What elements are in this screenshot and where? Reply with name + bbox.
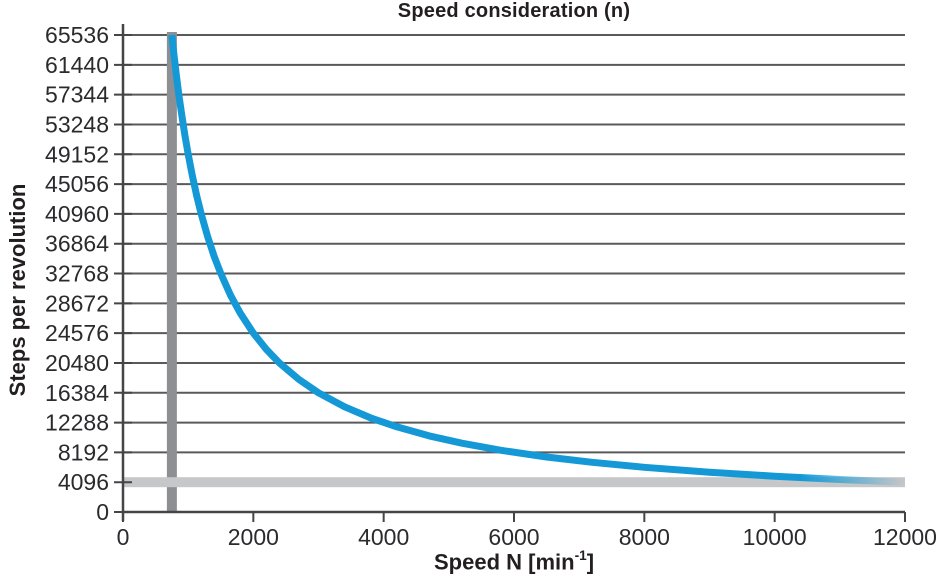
- y-tick-label-36864: 36864: [45, 231, 109, 257]
- y-tick-label-24576: 24576: [45, 320, 109, 346]
- max-steps-per-revolution-curve: [168, 34, 906, 486]
- y-tick-label-65536: 65536: [45, 22, 109, 48]
- y-tick-label-28672: 28672: [45, 290, 109, 316]
- y-tick-label-45056: 45056: [45, 171, 109, 197]
- x-tick-label-8000: 8000: [619, 524, 670, 550]
- y-tick-label-16384: 16384: [45, 380, 109, 406]
- y-tick-label-57344: 57344: [45, 82, 109, 108]
- x-tick-label-10000: 10000: [743, 524, 807, 550]
- x-axis-label-superscript: -1: [574, 547, 587, 563]
- y-tick-label-40960: 40960: [45, 201, 109, 227]
- x-tick-label-0: 0: [117, 524, 130, 550]
- x-tick-label-6000: 6000: [488, 524, 539, 550]
- x-axis-label: Speed N [min-1]: [123, 547, 905, 575]
- y-tick-label-8192: 8192: [58, 439, 109, 465]
- x-tick-label-4000: 4000: [358, 524, 409, 550]
- y-tick-label-4096: 4096: [58, 469, 109, 495]
- y-tick-label-20480: 20480: [45, 350, 109, 376]
- y-tick-label-49152: 49152: [45, 141, 109, 167]
- chart-title: Speed consideration (n): [397, 0, 631, 22]
- x-axis-label-text: Speed N [min: [433, 549, 575, 575]
- x-tick-label-12000: 12000: [873, 524, 937, 550]
- y-tick-label-61440: 61440: [45, 52, 109, 78]
- speed-marker-band: [166, 32, 177, 512]
- y-tick-label-53248: 53248: [45, 111, 109, 137]
- min-resolution-band: [123, 477, 905, 488]
- x-axis-label-close-bracket: ]: [586, 549, 595, 575]
- y-tick-label-32768: 32768: [45, 261, 109, 287]
- x-tick-label-2000: 2000: [228, 524, 279, 550]
- y-tick-label-12288: 12288: [45, 410, 109, 436]
- y-tick-label-0: 0: [96, 499, 109, 525]
